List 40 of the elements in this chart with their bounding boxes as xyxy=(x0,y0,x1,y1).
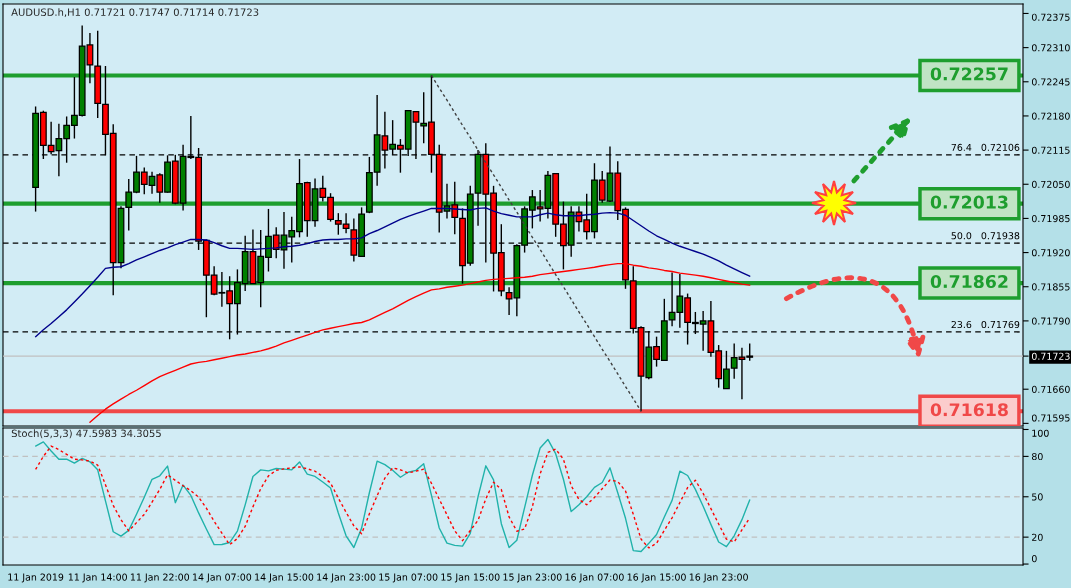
y-tick-label: 80 xyxy=(1031,452,1043,461)
x-tick-label: 16 Jan 07:00 xyxy=(565,573,624,583)
y-tick-label: 0.72310 xyxy=(1031,44,1070,52)
y-tick-label: 0.71660 xyxy=(1031,385,1070,393)
y-tick-label: 0.71790 xyxy=(1031,317,1070,325)
y-tick-label: 100 xyxy=(1032,429,1049,437)
ref-line-label: 0.71618 xyxy=(930,403,1008,417)
x-tick-label: 16 Jan 23:00 xyxy=(689,573,748,583)
x-tick-label: 11 Jan 2019 xyxy=(8,573,64,583)
y-tick-label: 0.71855 xyxy=(1031,283,1070,291)
y-tick-label: 50 xyxy=(1032,493,1043,501)
y-tick-label: 0.71595 xyxy=(1031,414,1070,422)
y-tick-label: 0.72375 xyxy=(1031,13,1070,21)
ref-line-label: 0.72257 xyxy=(930,67,1008,81)
line-series xyxy=(430,74,642,412)
x-tick-label: 11 Jan 14:00 xyxy=(68,573,127,583)
x-tick-label: 15 Jan 07:00 xyxy=(379,573,438,583)
y-tick-label: 0 xyxy=(1031,555,1037,563)
x-tick-label: 15 Jan 15:00 xyxy=(441,573,500,583)
y-tick-label: 0.72180 xyxy=(1031,112,1070,120)
y-tick-label: 20 xyxy=(1032,533,1043,541)
x-tick-label: 14 Jan 07:00 xyxy=(193,573,252,583)
y-tick-label: 0.71985 xyxy=(1031,214,1070,223)
x-tick-label: 14 Jan 23:00 xyxy=(317,573,376,583)
x-tick-label: 11 Jan 22:00 xyxy=(130,573,190,583)
y-tick-label: 0.72245 xyxy=(1031,78,1070,86)
x-tick-label: 15 Jan 23:00 xyxy=(503,573,562,583)
ref-line-label: 23.6 0.71769 xyxy=(951,320,1020,329)
x-tick-label: 14 Jan 15:00 xyxy=(255,573,314,583)
ref-line-label: 50.0 0.71938 xyxy=(951,232,1020,240)
y-tick-label: 0.71920 xyxy=(1031,249,1070,257)
ref-line-label: 0.71862 xyxy=(930,274,1008,289)
x-tick-label: 16 Jan 15:00 xyxy=(627,573,686,583)
chart-title: Stoch(5,3,3) 47.5983 34.3055 xyxy=(11,429,161,439)
ref-line-label: 76.4 0.72106 xyxy=(951,143,1020,151)
y-tick-label: 0.72050 xyxy=(1031,180,1070,188)
ref-line-label: 0.72013 xyxy=(930,195,1008,209)
chart-title: AUDUSD.h,H1 0.71721 0.71747 0.71714 0.71723 xyxy=(11,8,259,17)
y-tick-label: 0.72115 xyxy=(1031,146,1070,154)
y-tick-label: 0.71723 xyxy=(1031,352,1070,360)
